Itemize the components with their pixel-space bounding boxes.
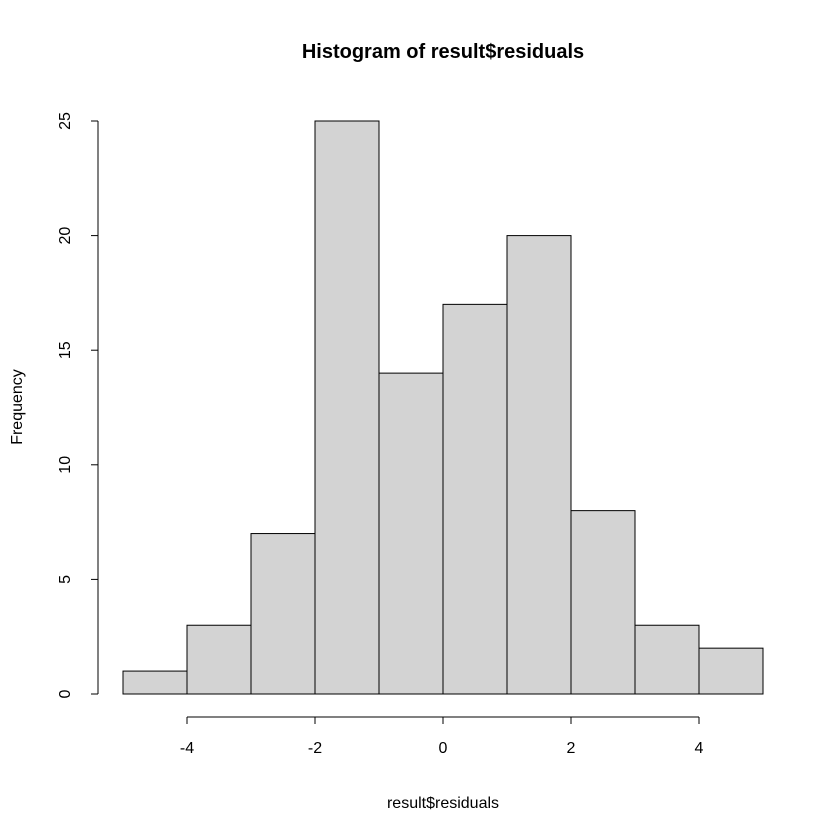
- x-tick-label: 0: [439, 740, 448, 757]
- histogram-bar: [314, 120, 380, 695]
- x-tick-label: 2: [567, 740, 576, 757]
- histogram-bar: [250, 533, 316, 695]
- histogram-bar: [186, 624, 252, 695]
- y-tick-label: 25: [57, 112, 74, 130]
- y-tick-label: 5: [57, 575, 74, 584]
- y-tick-label: 20: [57, 227, 74, 245]
- x-axis-label: result$residuals: [387, 795, 499, 812]
- y-tick-label: 15: [57, 341, 74, 359]
- x-tick-label: -4: [180, 740, 194, 757]
- histogram-bar: [634, 624, 700, 695]
- y-axis-label: Frequency: [9, 369, 26, 445]
- histogram-bar: [506, 235, 572, 695]
- y-tick-label: 10: [57, 456, 74, 474]
- histogram-bar: [570, 510, 636, 695]
- y-axis: 0 5 10 15 20 25: [57, 112, 99, 698]
- chart-title: Histogram of result$residuals: [302, 41, 584, 63]
- histogram-bar: [378, 372, 444, 695]
- x-axis: -4 -2 0 2 4: [180, 716, 704, 757]
- y-tick-label: 0: [57, 689, 74, 698]
- x-tick-label: -2: [308, 740, 322, 757]
- histogram-bar: [698, 647, 764, 695]
- bars-group: [122, 120, 764, 695]
- histogram-bar: [442, 303, 508, 695]
- histogram-bar: [122, 670, 188, 695]
- x-tick-label: 4: [695, 740, 704, 757]
